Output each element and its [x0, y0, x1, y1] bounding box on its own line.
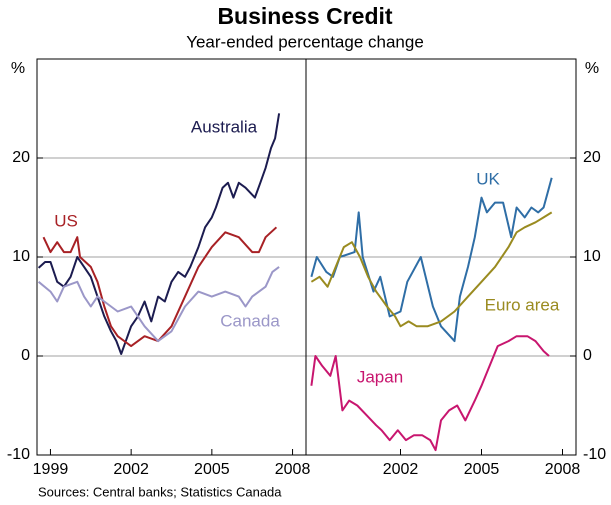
x-tick-label: 2005 [464, 461, 500, 478]
series-line [42, 226, 278, 348]
x-tick-label: 2008 [545, 461, 581, 478]
series-label: Australia [191, 117, 258, 136]
series-line [310, 211, 553, 328]
series-label: UK [476, 169, 500, 188]
chart-title: Business Credit [217, 3, 392, 29]
series-label: US [54, 211, 78, 230]
y-tick-label: 0 [21, 347, 30, 364]
series-label: Japan [357, 367, 403, 386]
y-tick-label: -10 [7, 446, 30, 463]
x-tick-label: 1999 [33, 461, 69, 478]
x-tick-label: 2002 [383, 461, 419, 478]
x-tick-label: 2002 [113, 461, 149, 478]
y-axis-unit: % [585, 60, 599, 77]
source-note: Sources: Central banks; Statistics Canad… [38, 484, 282, 499]
x-tick-label: 2005 [194, 461, 230, 478]
series-label: Euro area [485, 295, 560, 314]
y-tick-label: 0 [583, 347, 592, 364]
plots: -10 0 10 20% 1999 2002 2005 2008 Australia US Cana… [7, 60, 606, 478]
y-tick-label: 20 [12, 149, 30, 166]
x-tick-label: 2008 [275, 461, 311, 478]
series-line [310, 335, 550, 452]
y-tick-label: -10 [583, 446, 606, 463]
y-axis-unit: % [11, 60, 25, 77]
series-line [37, 113, 281, 355]
y-tick-label: 10 [12, 248, 30, 265]
series-line [310, 177, 553, 343]
series-label: Canada [220, 311, 280, 330]
y-tick-label: 10 [583, 248, 601, 265]
chart-subtitle: Year-ended percentage change [186, 32, 424, 51]
series-line [37, 266, 280, 343]
y-tick-label: 20 [583, 149, 601, 166]
